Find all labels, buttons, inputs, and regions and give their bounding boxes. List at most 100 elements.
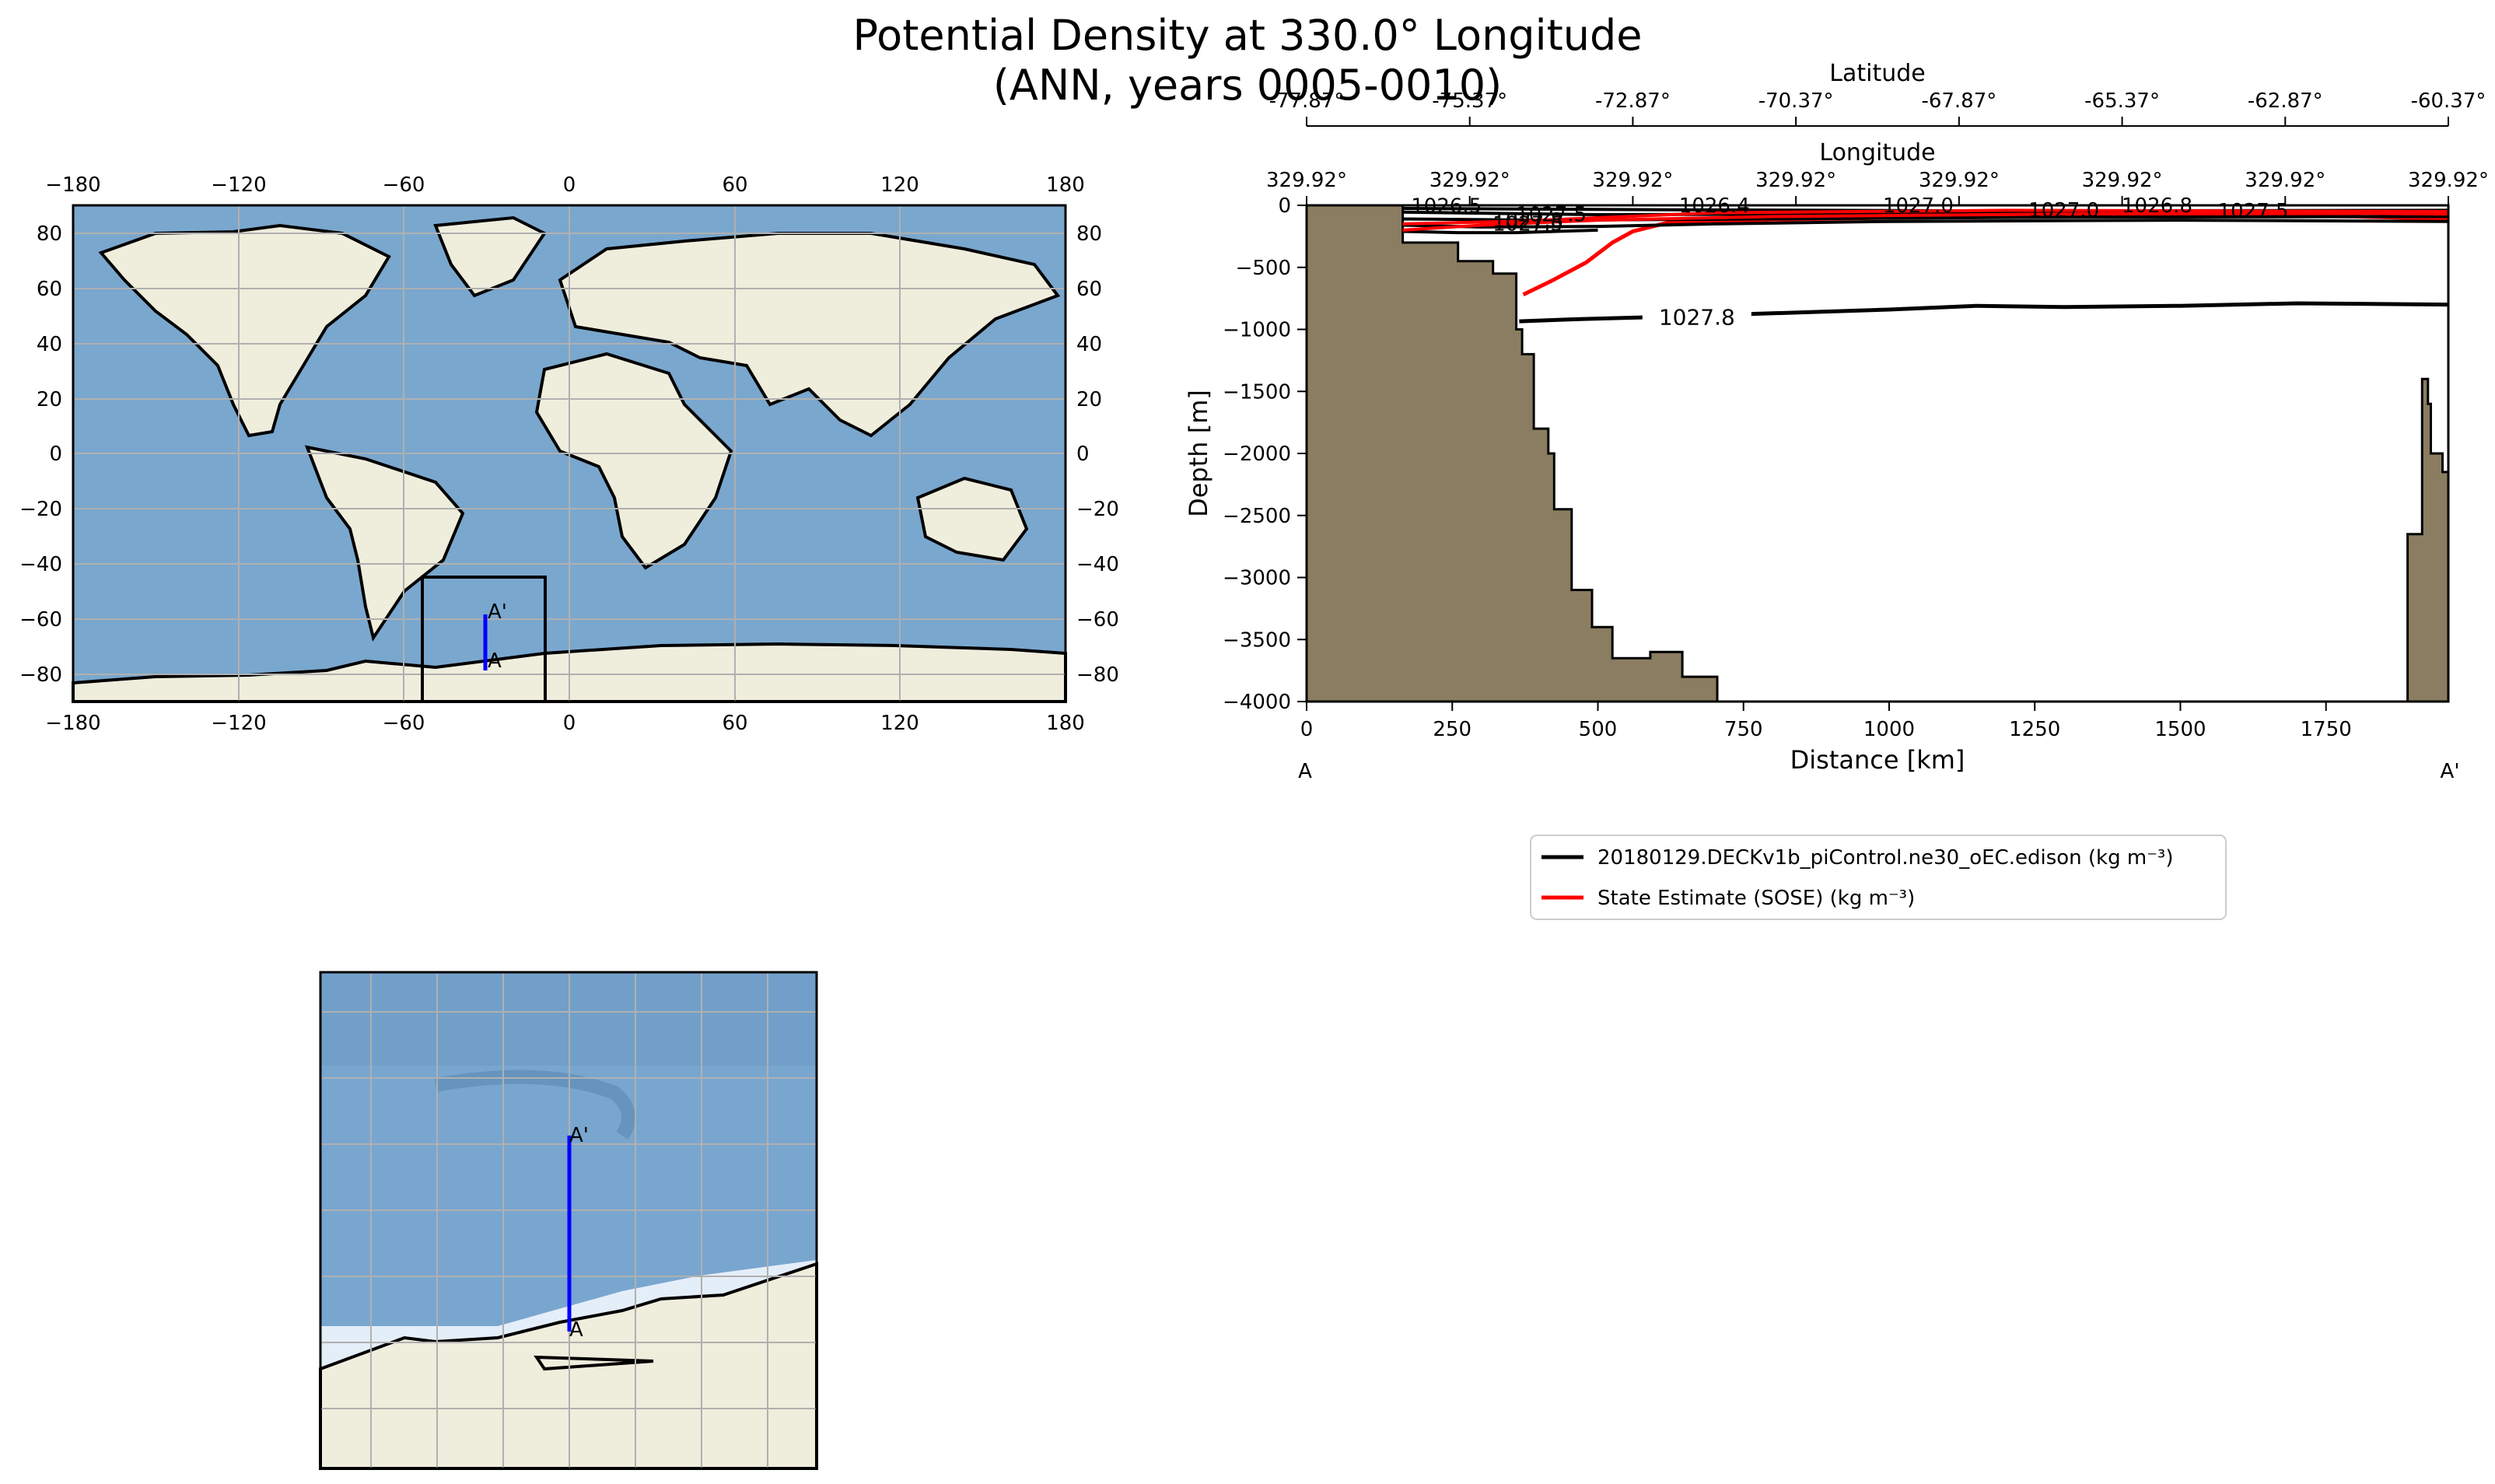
y-tick-label: −1000 <box>1223 319 1291 342</box>
endpoint-a-prime: A' <box>2441 760 2460 783</box>
title-line-1: Potential Density at 330.0° Longitude <box>852 11 1643 60</box>
legend-entry-obs: State Estimate (SOSE) (kg m⁻³) <box>1597 887 1915 910</box>
latitude-tick-label: -65.37° <box>2084 89 2160 113</box>
lat-tick: −80 <box>1076 663 1119 687</box>
contour-label-shallow: 1027.0 <box>2028 199 2099 222</box>
lon-tick: −120 <box>211 712 266 735</box>
world-map-frame <box>72 204 1067 703</box>
y-tick-label: −1500 <box>1223 380 1291 404</box>
lat-tick: 60 <box>1076 278 1102 301</box>
world-lon-ticks-top: −180 −120 −60 0 60 120 180 <box>45 173 1085 197</box>
lon-tick: −60 <box>383 712 425 735</box>
latitude-tick-label: -75.37° <box>1432 89 1507 113</box>
latitude-tick-label: -60.37° <box>2411 89 2486 113</box>
world-gridlines <box>73 205 1066 702</box>
x-tick-label: 1250 <box>2009 718 2060 741</box>
world-point-a-prime: A' <box>488 600 507 624</box>
y-axis-label: Depth [m] <box>1184 390 1213 517</box>
lat-tick: −40 <box>19 553 62 576</box>
legend-box <box>1530 835 2227 920</box>
lon-tick: −180 <box>45 712 100 735</box>
x-tick-label: 750 <box>1724 718 1763 741</box>
y-tick-label: −4000 <box>1223 691 1291 714</box>
north-america <box>98 223 391 438</box>
longitude-axis-label: Longitude <box>1819 139 1935 166</box>
obs-shallow-contour-0 <box>1402 211 2449 232</box>
model-shallow-contour-2 <box>1402 215 2449 222</box>
model-shallow-contour-4 <box>1402 228 1598 235</box>
world-map: A' A −180 −120 −60 0 60 120 180 −180 −12… <box>19 173 1119 735</box>
longitude-tick-label: 329.92° <box>2082 169 2163 192</box>
lon-tick: 120 <box>880 173 919 197</box>
lon-tick: 0 <box>563 173 576 197</box>
lat-tick: −60 <box>1076 608 1119 632</box>
lon-tick: −60 <box>383 173 425 197</box>
x-tick-label: 500 <box>1579 718 1618 741</box>
inset-point-a-prime: A' <box>569 1124 589 1147</box>
contour-label-shallow: 1027.8 <box>1492 209 1563 233</box>
latitude-tick-label: -62.87° <box>2248 89 2323 113</box>
series-line-model <box>1519 301 2449 324</box>
world-point-a: A <box>488 649 502 673</box>
contour-label-shallow: 1027.5 <box>1516 204 1587 227</box>
inset-map: A' A <box>319 971 818 1470</box>
x-tick-label: 1750 <box>2301 718 2352 741</box>
lat-tick: 80 <box>1076 222 1102 246</box>
world-lat-ticks-left: 80 60 40 20 0 −20 −40 −60 −80 <box>19 222 62 687</box>
latitude-tick-label: -70.37° <box>1758 89 1834 113</box>
world-lat-ticks-right: 80 60 40 20 0 −20 −40 −60 −80 <box>1076 222 1119 687</box>
lat-tick: −20 <box>1076 498 1119 521</box>
lat-tick: 40 <box>1076 333 1102 356</box>
legend: 20180129.DECKv1b_piControl.ne30_oEC.edis… <box>1530 835 2227 920</box>
latitude-tick-label: -72.87° <box>1595 89 1671 113</box>
x-tick-label: 1000 <box>1863 718 1915 741</box>
x-axis-label: Distance [km] <box>1790 745 1965 775</box>
longitude-tick-label: 329.92° <box>1266 169 1347 192</box>
lon-tick: −180 <box>45 173 100 197</box>
longitude-tick-label: 329.92° <box>2408 169 2489 192</box>
latitude-tick-label: -67.87° <box>1921 89 1996 113</box>
lat-tick: 0 <box>49 443 62 466</box>
figure-title: Potential Density at 330.0° Longitude (A… <box>0 11 2495 110</box>
lat-tick: −60 <box>19 608 62 632</box>
world-land <box>72 215 1067 703</box>
x-tick-label: 1500 <box>2154 718 2206 741</box>
lat-tick: 0 <box>1076 443 1090 466</box>
lon-tick: 0 <box>563 712 576 735</box>
series-line-obs <box>1522 213 2449 297</box>
lat-tick: 60 <box>37 278 62 301</box>
latitude-axis-label: Latitude <box>1829 60 1925 87</box>
endpoint-a: A <box>1298 760 1312 783</box>
world-lon-ticks-bottom: −180 −120 −60 0 60 120 180 <box>45 712 1085 735</box>
x-tick-label: 250 <box>1433 718 1471 741</box>
lat-tick: 80 <box>37 222 62 246</box>
terrain-left <box>1305 204 1719 703</box>
y-tick-label: 0 <box>1278 194 1291 218</box>
greenland <box>433 215 547 298</box>
contour-label-shallow: 1026.5 <box>1411 195 1482 219</box>
inset-point-a: A <box>569 1318 583 1342</box>
y-tick-label: −3500 <box>1223 628 1291 652</box>
legend-entry-model: 20180129.DECKv1b_piControl.ne30_oEC.edis… <box>1597 846 2173 870</box>
contour-label-shallow: 1027.5 <box>2218 200 2289 223</box>
lat-tick: −80 <box>19 663 62 687</box>
x-tick-label: 0 <box>1300 718 1314 741</box>
longitude-tick-label: 329.92° <box>2245 169 2325 192</box>
lon-tick: 120 <box>880 712 919 735</box>
inset-frame <box>319 971 818 1470</box>
lat-tick: −20 <box>19 498 62 521</box>
longitude-tick-label: 329.92° <box>1429 169 1510 192</box>
y-tick-label: −3000 <box>1223 567 1291 590</box>
longitude-tick-label: 329.92° <box>1755 169 1836 192</box>
lon-tick: 180 <box>1046 173 1085 197</box>
lon-tick: 60 <box>722 712 747 735</box>
contour-label-model-deep: 1027.8 <box>1659 305 1735 331</box>
lon-tick: −120 <box>211 173 266 197</box>
lat-tick: 20 <box>1076 388 1102 411</box>
y-tick-label: −2500 <box>1223 505 1291 528</box>
title-line-2: (ANN, years 0005-0010) <box>992 61 1503 110</box>
lat-tick: 40 <box>37 333 62 356</box>
y-tick-label: −2000 <box>1223 443 1291 466</box>
